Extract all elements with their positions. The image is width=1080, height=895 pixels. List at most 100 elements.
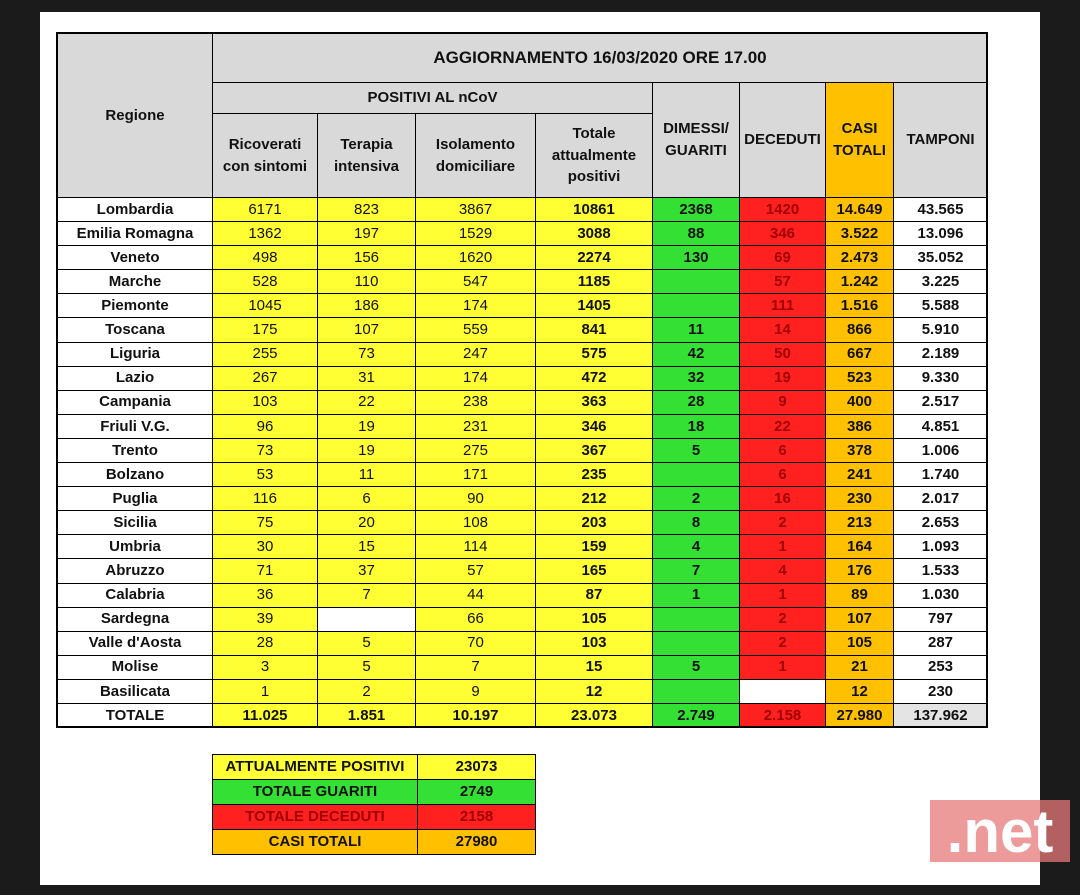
table-cell: 22 [739,413,826,439]
table-cell: 11.025 [212,703,318,728]
table-cell: 1 [212,678,318,704]
table-cell: 171 [415,462,536,488]
table-cell: Regione [57,33,213,198]
table-cell: ATTUALMENTE POSITIVI [212,754,418,780]
table-cell: 7 [415,654,536,680]
table-cell: 1045 [212,293,318,319]
table-cell: 27.980 [825,703,894,728]
table-cell: 238 [415,389,536,415]
table-cell: Emilia Romagna [57,221,213,247]
table-cell: 841 [535,317,653,343]
table-cell: Piemonte [57,293,213,319]
table-cell: 866 [825,317,894,343]
table-cell [739,678,826,704]
table-cell: Trento [57,437,213,464]
table-cell: 1 [739,582,826,608]
table-cell: 35.052 [893,245,988,271]
table-cell: 114 [415,534,536,560]
table-cell: 523 [825,365,894,391]
table-cell: 472 [535,365,653,391]
table-cell: 23073 [417,754,536,780]
table-cell: 105 [535,606,653,632]
table-cell: Marche [57,269,213,295]
table-cell: 2158 [417,804,536,830]
table-cell: Veneto [57,245,213,271]
table-cell: Totale attualmente positivi [535,113,653,198]
table-cell: 28 [652,389,740,415]
table-cell: 53 [212,462,318,488]
table-cell: 89 [825,582,894,608]
table-cell: 1529 [415,221,536,247]
table-cell: 2 [739,630,826,656]
table-cell: 110 [317,269,416,295]
table-cell: 21 [825,654,894,680]
table-cell: 5.910 [893,317,988,343]
table-cell: 107 [317,317,416,343]
table-cell: 27980 [417,829,536,855]
table-cell: 30 [212,534,318,560]
table-cell: 1.030 [893,582,988,608]
table-cell: 235 [535,462,653,488]
table-cell: 6 [739,437,826,464]
table-cell: 15 [535,654,653,680]
table-cell: 230 [893,678,988,704]
table-cell: 559 [415,317,536,343]
table-cell: 528 [212,269,318,295]
table-cell: 4 [652,534,740,560]
table-cell: 73 [212,437,318,464]
table-cell: Toscana [57,317,213,343]
table-cell: 174 [415,365,536,391]
table-cell: 1405 [535,293,653,319]
table-cell: 2.189 [893,341,988,367]
table-cell: 14.649 [825,197,894,223]
table-cell: 103 [212,389,318,415]
table-cell: TOTALE DECEDUTI [212,804,418,830]
table-cell: 176 [825,558,894,584]
table-cell: 1 [739,534,826,560]
table-cell: 90 [415,486,536,512]
table-cell: 1.242 [825,269,894,295]
table-cell: 66 [415,606,536,632]
table-cell: Bolzano [57,462,213,488]
table-cell: 4 [739,558,826,584]
table-cell: 2.517 [893,389,988,415]
table-cell: TAMPONI [893,82,988,198]
table-cell: Basilicata [57,678,213,704]
table-cell: AGGIORNAMENTO 16/03/2020 ORE 17.00 [212,33,988,83]
table-cell: 823 [317,197,416,223]
table-cell: Campania [57,389,213,415]
table-cell: 165 [535,558,653,584]
table-cell: 1420 [739,197,826,223]
table-cell: 6 [317,486,416,512]
table-cell: 7 [652,558,740,584]
table-cell: 9 [739,389,826,415]
table-cell: 400 [825,389,894,415]
table-cell: 13.096 [893,221,988,247]
table-cell [652,293,740,319]
table-cell: 275 [415,437,536,464]
table-cell: 253 [893,654,988,680]
table-cell: 1185 [535,269,653,295]
table-cell: 28 [212,630,318,656]
table-cell: 5.588 [893,293,988,319]
table-cell: 36 [212,582,318,608]
table-cell: Liguria [57,341,213,367]
table-cell: 175 [212,317,318,343]
table-cell: 3.522 [825,221,894,247]
table-cell: 20 [317,510,416,536]
table-cell: 186 [317,293,416,319]
table-cell: POSITIVI AL nCoV [212,82,653,114]
table-cell: 137.962 [893,703,988,728]
table-cell: 19 [317,413,416,439]
table-cell: 231 [415,413,536,439]
table-cell: 1.851 [317,703,416,728]
table-cell: 8 [652,510,740,536]
table-cell [652,269,740,295]
table-cell: 5 [652,654,740,680]
table-cell: 203 [535,510,653,536]
table-cell: 111 [739,293,826,319]
table-cell: 197 [317,221,416,247]
table-cell: 57 [415,558,536,584]
table-cell: Ricoverati con sintomi [212,113,318,198]
table-cell: 6 [739,462,826,488]
